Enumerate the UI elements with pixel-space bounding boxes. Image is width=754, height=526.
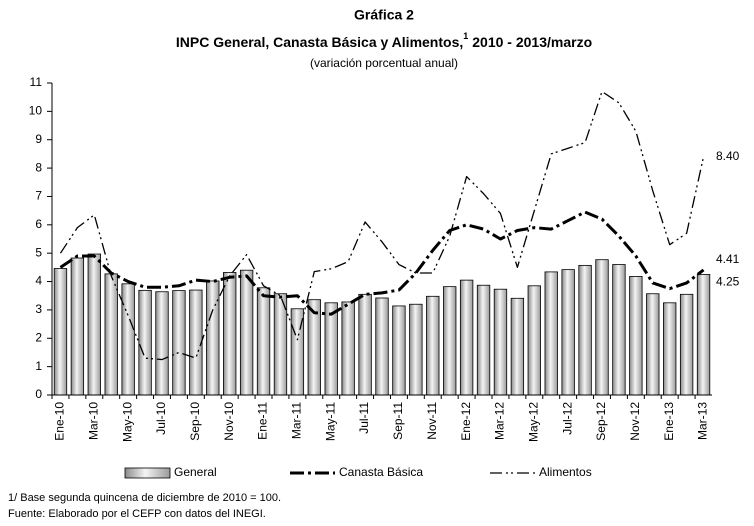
y-tick-label: 9: [35, 132, 42, 146]
y-tick-label: 8: [35, 160, 42, 174]
value-label: 4.25: [716, 275, 740, 289]
bar: [459, 279, 474, 396]
bar: [561, 269, 575, 396]
legend-label: Alimentos: [539, 465, 592, 479]
chart-label: Gráfica 2: [354, 7, 414, 23]
bar: [409, 303, 423, 396]
bar: [104, 273, 118, 396]
legend-label: Canasta Básica: [339, 465, 423, 479]
chart-title: INPC General, Canasta Básica y Alimentos…: [176, 31, 592, 49]
bar: [612, 264, 626, 396]
source-note: Fuente: Elaborado por el CEFP con datos …: [8, 508, 266, 520]
bar: [375, 297, 389, 396]
bar: [646, 293, 660, 396]
chart-subtitle: (variación porcentual anual): [310, 56, 458, 70]
bar: [527, 285, 541, 396]
bar: [510, 297, 525, 396]
bar: [239, 269, 254, 396]
bar: [696, 274, 711, 396]
x-tick-label: Jul-12: [560, 402, 574, 435]
x-tick-label: Ene-11: [256, 402, 270, 440]
x-tick-label: Mar-13: [696, 402, 710, 440]
footnote: 1/ Base segunda quincena de diciembre de…: [8, 492, 281, 504]
y-tick-label: 10: [29, 104, 43, 118]
bar: [121, 283, 135, 396]
y-tick-label: 4: [35, 274, 42, 288]
x-tick-label: Sep-12: [594, 402, 608, 441]
x-tick-label: Sep-10: [188, 402, 202, 441]
value-label: 4.41: [716, 252, 740, 266]
y-tick-label: 0: [35, 387, 42, 401]
title-text: INPC General, Canasta Básica y Alimentos…: [176, 34, 463, 50]
x-tick-label: Nov-10: [222, 402, 236, 441]
x-tick-label: Mar-10: [86, 402, 100, 440]
line: [59, 210, 705, 316]
y-tick-label: 3: [35, 302, 42, 316]
bar: [341, 301, 355, 396]
bar: [629, 276, 643, 396]
title-period: 2010 - 2013/marzo: [472, 34, 592, 50]
legend-swatch: [124, 467, 171, 479]
bar: [189, 289, 203, 396]
bar: [493, 288, 508, 396]
bar: [172, 290, 186, 396]
bar: [544, 271, 558, 396]
x-tick-label: Ene-10: [53, 402, 67, 441]
bar: [578, 264, 592, 396]
x-tick-label: Jul-10: [154, 402, 168, 435]
bar: [273, 293, 288, 396]
x-tick-label: Nov-12: [628, 402, 642, 441]
y-tick-label: 7: [35, 189, 42, 203]
bar: [155, 291, 169, 396]
bar: [206, 280, 220, 396]
x-tick-label: Mar-11: [290, 402, 304, 439]
x-tick-label: Mar-12: [493, 402, 507, 440]
line: [59, 90, 705, 361]
bar: [70, 257, 85, 396]
y-tick-label: 11: [30, 75, 43, 89]
x-tick-label: May-11: [323, 402, 337, 441]
bar: [443, 286, 457, 396]
bar: [679, 293, 694, 396]
value-label: 8.40: [716, 149, 740, 163]
bar: [392, 305, 406, 396]
x-tick-label: Ene-12: [459, 402, 473, 441]
legend-label: General: [174, 465, 217, 479]
bar: [53, 268, 68, 396]
y-tick-label: 1: [35, 359, 42, 373]
x-tick-label: May-12: [526, 402, 540, 442]
bar: [87, 253, 101, 396]
bar: [663, 302, 677, 396]
bar: [256, 287, 271, 396]
bar: [476, 284, 491, 396]
bar: [138, 289, 152, 396]
bar: [595, 259, 609, 396]
x-tick-label: Nov-11: [425, 402, 439, 440]
title-note: 1: [463, 31, 468, 41]
y-tick-label: 6: [35, 217, 42, 231]
x-tick-label: Jul-11: [357, 402, 371, 434]
bar: [426, 295, 440, 396]
x-tick-label: Ene-13: [662, 402, 676, 441]
bar: [223, 272, 237, 396]
bar: [324, 302, 338, 396]
y-tick-label: 5: [35, 245, 42, 259]
bar: [358, 293, 372, 396]
y-tick-label: 2: [35, 330, 42, 344]
x-tick-label: Sep-11: [391, 402, 405, 440]
x-tick-label: May-10: [120, 402, 134, 442]
